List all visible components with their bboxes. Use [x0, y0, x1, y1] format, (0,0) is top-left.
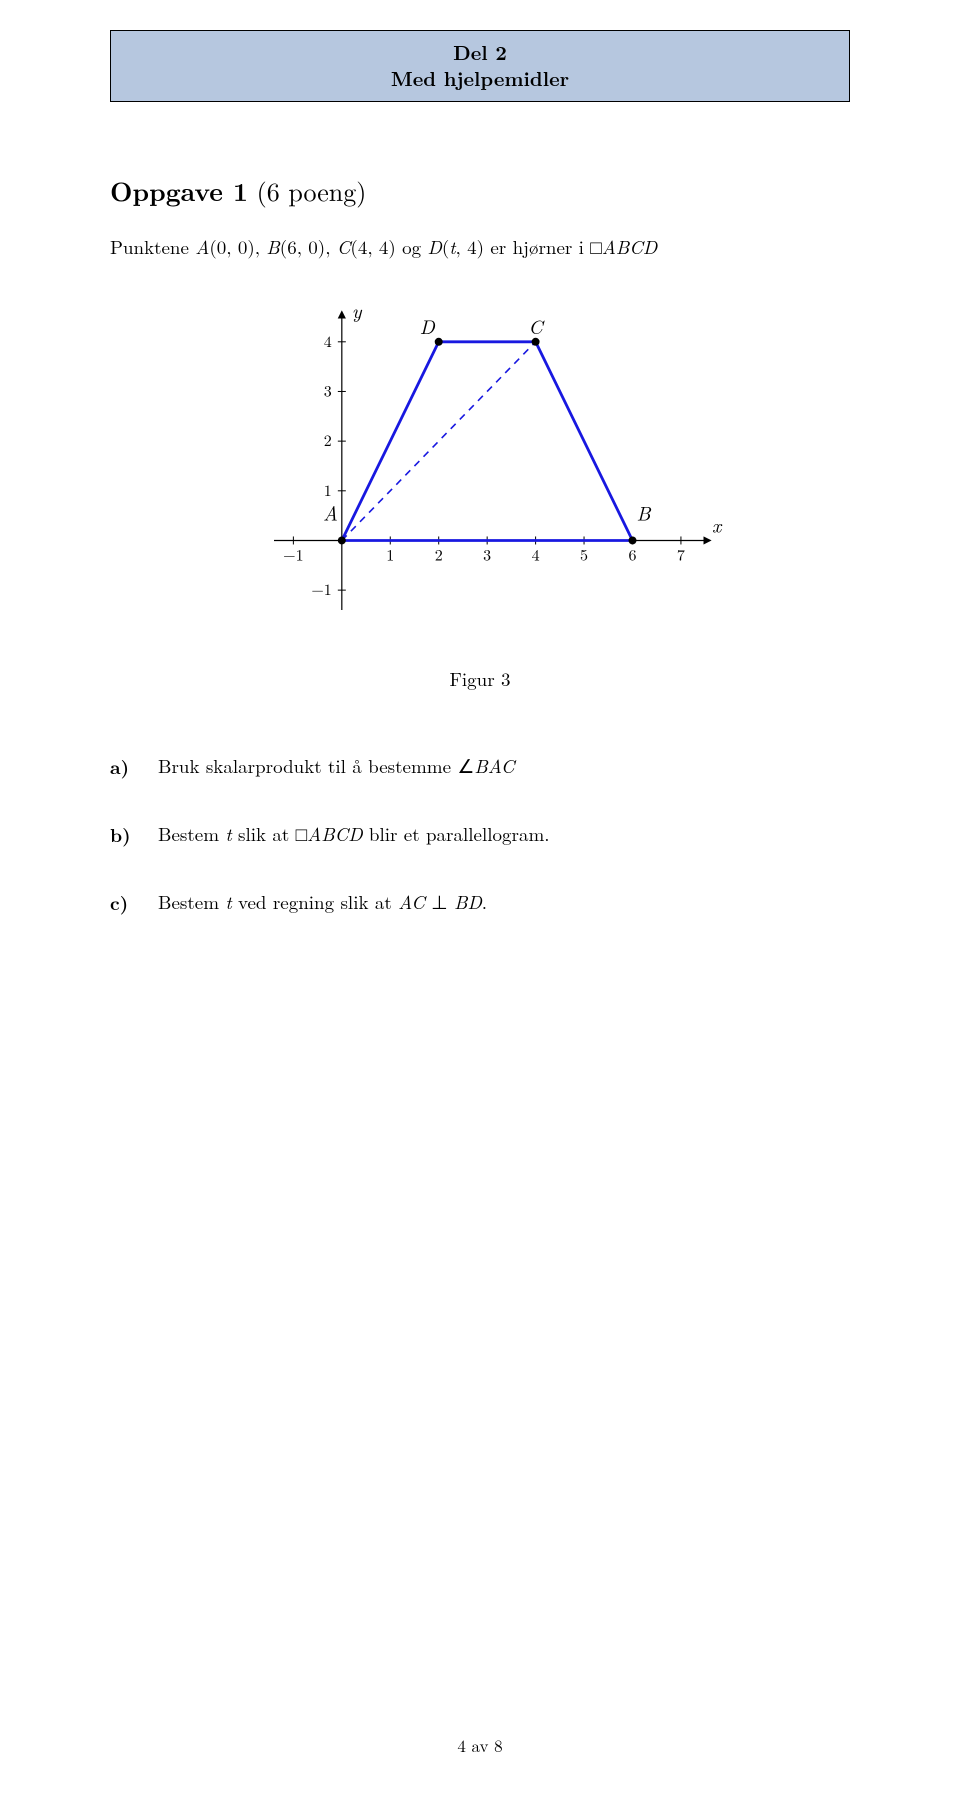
part-body: Bestem t ved regning slik at AC ⊥ BD. [158, 888, 850, 916]
parts-list: a)Bruk skalarprodukt til å bestemme ∠BAC… [110, 752, 850, 916]
section-header: Del 2 Med hjelpemidler [110, 30, 850, 102]
svg-text:2: 2 [435, 542, 443, 565]
part-body: Bruk skalarprodukt til å bestemme ∠BAC [158, 752, 850, 780]
svg-text:6: 6 [628, 542, 636, 565]
part-label: a) [110, 752, 158, 780]
svg-text:4: 4 [532, 542, 540, 565]
svg-text:−1: −1 [283, 542, 303, 565]
svg-text:B: B [636, 497, 651, 526]
part-body: Bestem t slik at □ABCD blir et parallell… [158, 820, 850, 848]
part-label: b) [110, 820, 158, 848]
svg-text:5: 5 [580, 542, 588, 565]
problem-title-bold: Oppgave 1 [110, 172, 248, 209]
part: c)Bestem t ved regning slik at AC ⊥ BD. [110, 888, 850, 916]
svg-text:7: 7 [677, 542, 685, 565]
header-line-2: Med hjelpemidler [111, 65, 849, 91]
problem-title-points: (6 poeng) [257, 172, 367, 209]
svg-text:A: A [323, 497, 338, 526]
svg-text:−1: −1 [311, 577, 331, 600]
page: Del 2 Med hjelpemidler Oppgave 1 (6 poen… [0, 0, 960, 1797]
svg-text:3: 3 [483, 542, 491, 565]
part: b)Bestem t slik at □ABCD blir et paralle… [110, 820, 850, 848]
svg-text:2: 2 [324, 428, 332, 451]
problem-intro: Punktene A(0, 0), B(6, 0), C(4, 4) og D(… [110, 233, 850, 260]
svg-text:4: 4 [324, 329, 332, 352]
svg-text:3: 3 [324, 378, 332, 401]
header-line-1: Del 2 [111, 39, 849, 65]
part-label: c) [110, 888, 158, 916]
svg-text:x: x [712, 509, 723, 538]
svg-text:y: y [352, 295, 363, 324]
figure-caption: Figur 3 [110, 665, 850, 692]
page-footer: 4 av 8 [0, 1733, 960, 1757]
svg-text:D: D [420, 311, 436, 340]
svg-text:C: C [528, 311, 545, 340]
part: a)Bruk skalarprodukt til å bestemme ∠BAC [110, 752, 850, 780]
figure-wrap: −11234567−11234xyABCD [110, 290, 850, 655]
problem-title: Oppgave 1 (6 poeng) [110, 172, 850, 209]
svg-text:1: 1 [386, 542, 394, 565]
figure-svg: −11234567−11234xyABCD [220, 290, 740, 650]
